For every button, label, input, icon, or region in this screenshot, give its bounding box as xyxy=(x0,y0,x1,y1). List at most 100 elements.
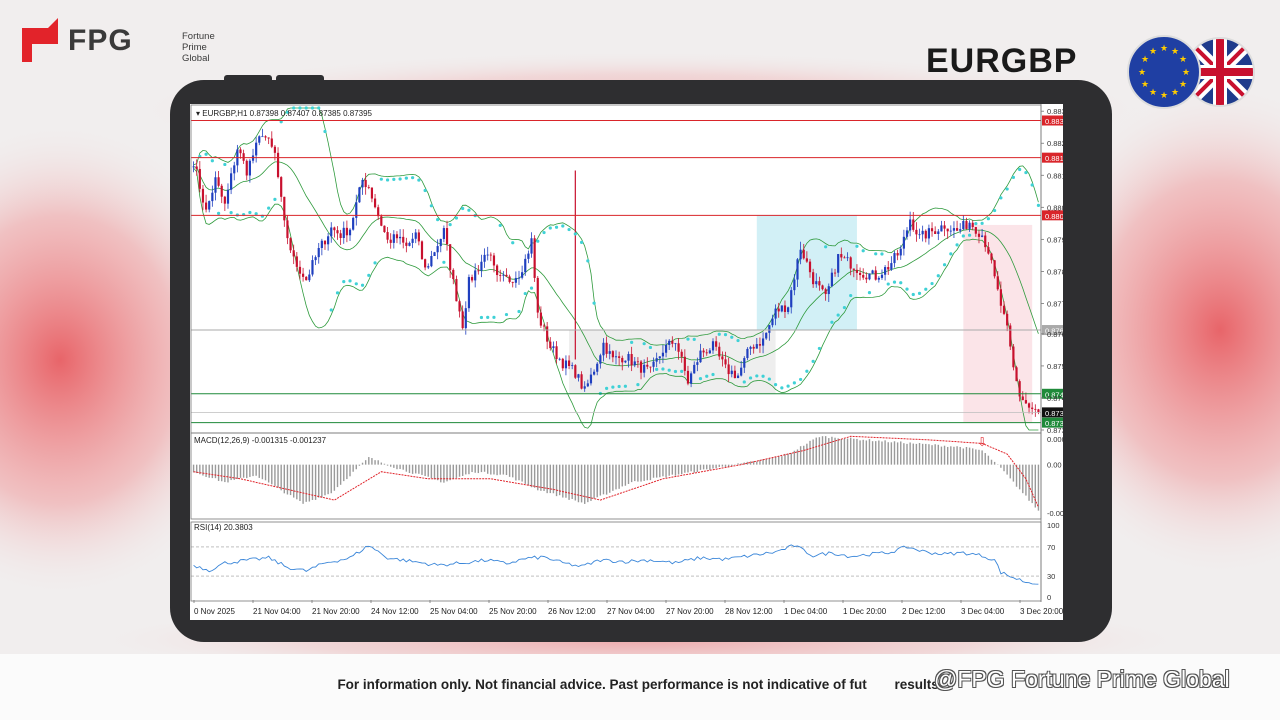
candle-body xyxy=(233,165,236,174)
x-tick-label: 21 Nov 20:00 xyxy=(312,607,360,616)
candle-body xyxy=(533,238,536,278)
candle-body xyxy=(596,363,599,372)
sar-dot xyxy=(773,383,778,387)
sar-dot xyxy=(661,367,665,371)
candle-body xyxy=(646,364,649,367)
candle-body xyxy=(624,360,627,363)
candle-body xyxy=(846,257,849,259)
current-price-tag xyxy=(1042,407,1080,418)
rsi-y-tick-label: 70 xyxy=(1047,543,1055,552)
candle-body xyxy=(611,351,614,358)
header: FPG Fortune Prime Global EURGBP ★ ★ ★ xyxy=(0,0,1280,109)
candle-body xyxy=(877,277,880,280)
sar-dot xyxy=(517,309,521,314)
sar-dot xyxy=(404,176,408,180)
candle-body xyxy=(962,221,965,230)
candle-body xyxy=(621,357,624,363)
sar-dot xyxy=(573,232,577,236)
candle-body xyxy=(358,187,361,203)
candle-body xyxy=(858,272,862,275)
sar-dot xyxy=(461,206,465,211)
candle-body xyxy=(289,238,292,251)
sar-dot xyxy=(304,106,308,110)
macd-y-tick-label: 0.000809 xyxy=(1047,435,1063,444)
candle-body xyxy=(539,312,542,326)
candle-body xyxy=(971,222,974,228)
sar-dot xyxy=(867,291,872,295)
candle-body xyxy=(671,340,674,344)
level-tag xyxy=(1042,115,1080,126)
sar-dot xyxy=(329,308,333,312)
sar-dot xyxy=(248,210,252,215)
candle-body xyxy=(899,248,902,256)
sar-dot xyxy=(755,374,759,378)
candle-body xyxy=(308,274,311,281)
chart-screen: 0.88306 0.88190 0.88010 0.87652 0.87453 0.873… xyxy=(190,104,1080,620)
sar-dot xyxy=(360,283,365,287)
candle-body xyxy=(949,230,952,232)
candle-body xyxy=(198,168,201,189)
candle-body xyxy=(837,254,840,273)
sar-dot xyxy=(905,287,909,291)
candle-body xyxy=(477,270,480,272)
candle-body xyxy=(833,272,837,274)
candle-body xyxy=(774,308,777,319)
candle-body xyxy=(649,366,652,368)
candle-body xyxy=(258,136,261,143)
candle-body xyxy=(201,188,205,203)
sar-dot xyxy=(323,129,327,134)
candle-body xyxy=(480,261,483,271)
candle-body xyxy=(865,277,868,280)
candle-body xyxy=(955,228,959,231)
candle-body xyxy=(292,250,295,257)
candle-body xyxy=(517,277,521,279)
candle-body xyxy=(433,252,436,257)
sar-dot xyxy=(942,263,947,267)
macd-label: MACD(12,26,9) -0.001315 -0.001237 xyxy=(194,436,327,445)
x-tick-label: 21 Nov 04:00 xyxy=(253,607,301,616)
candle-body xyxy=(505,274,508,277)
sar-dot xyxy=(536,239,540,243)
sar-dot xyxy=(1036,203,1041,207)
sar-dot xyxy=(373,261,377,265)
svg-text:★: ★ xyxy=(1141,54,1149,64)
candle-body xyxy=(668,340,671,345)
candle-body xyxy=(267,137,270,139)
bollinger-middle xyxy=(193,161,1039,367)
candle-body xyxy=(915,229,918,235)
sar-dot xyxy=(655,367,659,371)
candle-body xyxy=(273,146,277,153)
candle-body xyxy=(686,370,690,384)
sar-dot xyxy=(924,287,928,291)
candle-body xyxy=(524,258,527,273)
macd-signal-line xyxy=(193,435,1039,508)
candle-body xyxy=(583,386,586,389)
y-tick-label: 0.87735 xyxy=(1047,299,1063,308)
candle-body xyxy=(630,354,633,366)
candle-body xyxy=(921,230,924,235)
x-tick-label: 3 Dec 20:00 xyxy=(1020,607,1063,616)
candle-body xyxy=(486,254,489,256)
svg-text:★: ★ xyxy=(1160,90,1168,100)
candle-body xyxy=(420,241,424,260)
candle-body xyxy=(893,253,896,264)
logo-subtext: Fortune Prime Global xyxy=(182,31,215,64)
sar-dot xyxy=(267,206,271,210)
candle-body xyxy=(536,277,539,313)
candle-body xyxy=(830,272,834,287)
candle-body xyxy=(226,189,230,204)
candle-body xyxy=(574,365,577,378)
candle-body xyxy=(452,269,455,280)
candle-body xyxy=(715,341,718,347)
candle-body xyxy=(934,231,937,234)
y-tick-label: 0.88235 xyxy=(1047,139,1063,148)
candle-body xyxy=(771,318,774,326)
candle-body xyxy=(627,354,630,361)
candle-body xyxy=(683,356,686,371)
candle-body xyxy=(305,276,308,281)
sar-dot xyxy=(417,178,421,182)
symbol-title: EURGBP xyxy=(926,42,1078,80)
candle-body xyxy=(912,219,915,230)
candle-body xyxy=(780,305,783,312)
candle-body xyxy=(693,364,696,374)
